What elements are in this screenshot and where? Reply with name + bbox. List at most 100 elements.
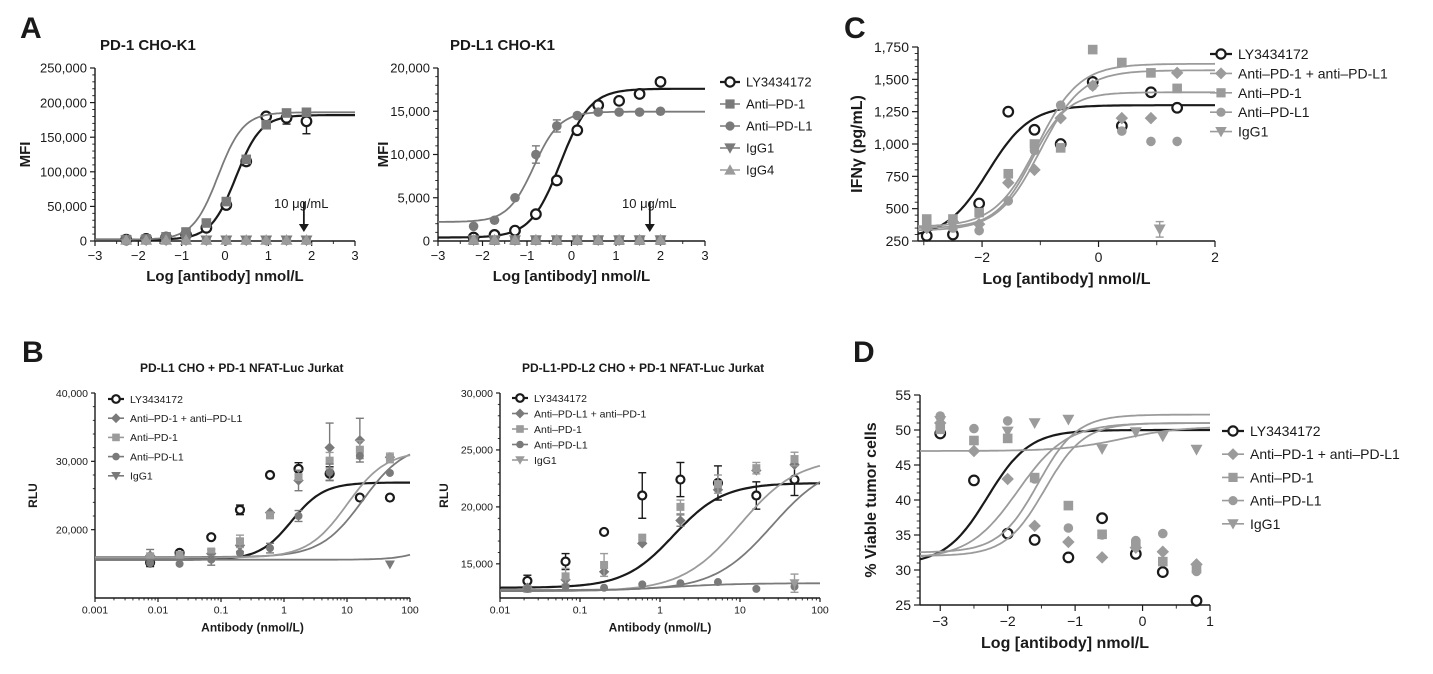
data-point	[1029, 474, 1040, 484]
legend-item: LY3434172	[512, 393, 587, 405]
data-point	[751, 490, 762, 501]
y-tick-label: 25,000	[461, 445, 493, 457]
legend-label: IgG1	[1238, 124, 1269, 140]
data-point	[972, 217, 986, 231]
chart-title: PD-L1 CHO-K1	[450, 37, 555, 54]
x-axis-label: Log [antibody] nmol/L	[981, 635, 1149, 652]
data-point	[234, 504, 246, 515]
data-point	[637, 490, 648, 501]
series-igg1	[384, 560, 395, 570]
legend-item: Anti–PD-1 + anti–PD-L1	[1210, 65, 1388, 81]
x-tick-label: 10	[734, 605, 746, 617]
legend-label: IgG1	[1250, 516, 1281, 532]
data-point	[1172, 83, 1182, 94]
legend-marker	[1227, 519, 1239, 530]
legend-label: LY3434172	[534, 393, 587, 405]
series-ly3434172	[919, 427, 1210, 607]
series-ly3434172	[95, 108, 355, 246]
legend-marker	[1227, 448, 1239, 461]
series-anti-pd-l1	[500, 578, 820, 593]
data-point	[175, 559, 184, 568]
legend-item: Anti–PD-1 + anti–PD-L1	[108, 413, 243, 425]
fit-curve	[917, 104, 1215, 235]
panel-label-a: A	[20, 12, 42, 45]
y-tick-label: 50	[895, 422, 911, 438]
data-point	[1156, 566, 1169, 578]
data-point	[676, 502, 685, 511]
legend-item: Anti–PD-L1	[108, 451, 184, 463]
legend-label: Anti–PD-L1	[1250, 493, 1322, 509]
legend: LY3434172 Anti–PD-L1 + anti–PD-1 Anti–PD-1…	[512, 393, 647, 467]
data-point	[325, 468, 334, 477]
x-tick-label: −2	[475, 248, 490, 263]
data-point	[1097, 530, 1107, 540]
data-point	[1190, 594, 1203, 607]
x-tick-label: 0.001	[82, 605, 108, 617]
legend-marker	[111, 394, 121, 404]
fit-curve	[919, 428, 1210, 561]
data-point	[600, 583, 609, 592]
legend-item: LY3434172	[1222, 423, 1321, 439]
y-tick-label: 30,000	[461, 388, 493, 400]
legend-item: IgG1	[512, 455, 557, 467]
legend-marker	[1215, 67, 1227, 80]
data-point	[294, 512, 303, 520]
legend-marker	[725, 121, 735, 131]
legend-item: IgG1	[1210, 124, 1269, 140]
legend-label: Anti–PD-1 + anti–PD-L1	[1250, 446, 1400, 462]
x-tick-label: 0	[1095, 249, 1103, 265]
y-tick-label: 30,000	[56, 456, 88, 468]
legend-item: IgG1	[108, 471, 153, 483]
x-tick-label: −3	[431, 248, 446, 263]
data-point	[1062, 551, 1075, 564]
data-point	[561, 572, 570, 581]
fit-curve	[917, 69, 1215, 232]
legend-item: IgG1	[720, 141, 774, 156]
x-tick-label: 0	[568, 248, 575, 263]
y-axis-label: MFI	[17, 142, 34, 168]
data-point	[467, 233, 480, 245]
data-point	[1117, 57, 1127, 68]
data-point	[790, 455, 799, 464]
y-tick-label: 100,000	[40, 164, 87, 179]
x-tick-label: −2	[1000, 613, 1016, 629]
legend: LY3434172 Anti–PD-1 + anti–PD-L1 Anti–PD-1…	[108, 394, 243, 483]
data-point	[1191, 566, 1202, 577]
x-tick-label: 3	[701, 248, 708, 263]
legend-marker	[111, 413, 121, 424]
legend-label: Anti–PD-1	[746, 97, 805, 112]
series-ly3434172	[917, 76, 1215, 242]
data-point	[752, 584, 761, 593]
data-point	[654, 233, 667, 245]
data-point	[592, 233, 605, 245]
series-anti-pd-1	[95, 107, 355, 245]
x-tick-label: 0.01	[490, 605, 511, 617]
data-point	[266, 544, 275, 553]
data-point	[1055, 100, 1066, 110]
series-anti-pd-1	[917, 44, 1216, 228]
series-igg4	[467, 233, 667, 245]
data-point	[1028, 163, 1041, 177]
x-tick-label: −3	[932, 613, 948, 629]
data-point	[1087, 81, 1098, 91]
data-point	[974, 225, 984, 236]
y-tick-label: 1,000	[874, 136, 909, 152]
x-tick-label: −1	[1067, 613, 1083, 629]
data-point	[1062, 535, 1075, 549]
data-point	[654, 75, 667, 88]
data-point	[385, 453, 394, 462]
legend-marker	[1227, 425, 1239, 437]
y-tick-label: 250,000	[40, 61, 87, 76]
legend-marker	[1215, 127, 1227, 138]
y-tick-label: 55	[895, 387, 911, 403]
legend-marker	[515, 456, 525, 465]
y-tick-label: 50,000	[47, 199, 87, 214]
series-igg1	[920, 414, 1211, 456]
data-point	[675, 515, 686, 526]
fit-curve	[500, 481, 821, 591]
chart-b1: PD-L1 CHO + PD-1 NFAT-Luc Jurkat 20,000 30…	[26, 361, 419, 635]
data-point	[633, 233, 646, 245]
data-point	[220, 233, 233, 245]
data-point	[200, 233, 213, 245]
